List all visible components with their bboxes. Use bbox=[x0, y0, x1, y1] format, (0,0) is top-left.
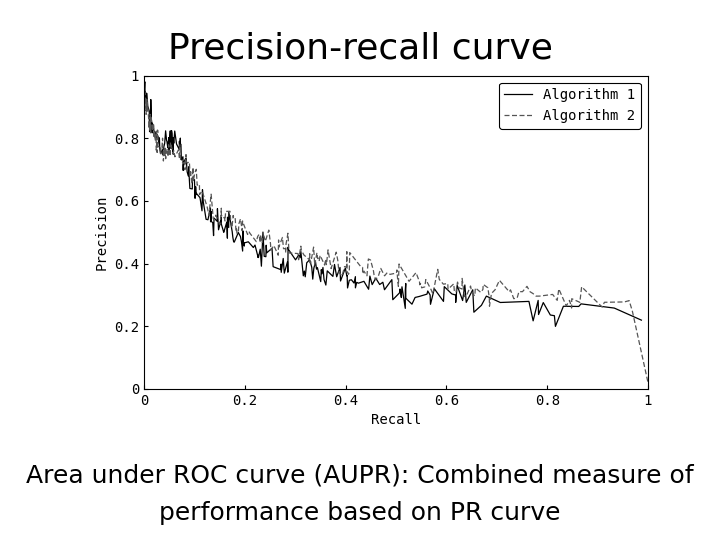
Algorithm 1 bbox=[279, 255, 287, 262]
Algorithm 2 bbox=[644, 379, 652, 386]
Algorithm 2 bbox=[346, 249, 354, 256]
Text: Area under ROC curve (AUPR): Combined measure of: Area under ROC curve (AUPR): Combined me… bbox=[26, 463, 694, 487]
Text: Precision-recall curve: Precision-recall curve bbox=[168, 32, 552, 65]
Line: Algorithm 2: Algorithm 2 bbox=[144, 76, 648, 382]
Algorithm 2 bbox=[284, 249, 293, 256]
Algorithm 2 bbox=[179, 159, 187, 165]
Algorithm 1 bbox=[140, 72, 148, 79]
Algorithm 1 bbox=[276, 266, 285, 273]
Algorithm 1 bbox=[204, 217, 212, 223]
Algorithm 2 bbox=[164, 141, 173, 148]
Algorithm 2 bbox=[140, 72, 148, 79]
Algorithm 1 bbox=[551, 323, 559, 329]
Algorithm 2 bbox=[471, 285, 480, 291]
Algorithm 1 bbox=[311, 259, 320, 265]
Line: Algorithm 1: Algorithm 1 bbox=[144, 76, 642, 326]
Legend: Algorithm 1, Algorithm 2: Algorithm 1, Algorithm 2 bbox=[499, 83, 641, 129]
Text: performance based on PR curve: performance based on PR curve bbox=[159, 501, 561, 525]
Algorithm 1 bbox=[345, 277, 354, 284]
Algorithm 1 bbox=[637, 317, 646, 323]
Algorithm 2 bbox=[143, 102, 152, 108]
Algorithm 1 bbox=[222, 219, 231, 225]
Y-axis label: Precision: Precision bbox=[94, 194, 109, 270]
X-axis label: Recall: Recall bbox=[371, 413, 421, 427]
